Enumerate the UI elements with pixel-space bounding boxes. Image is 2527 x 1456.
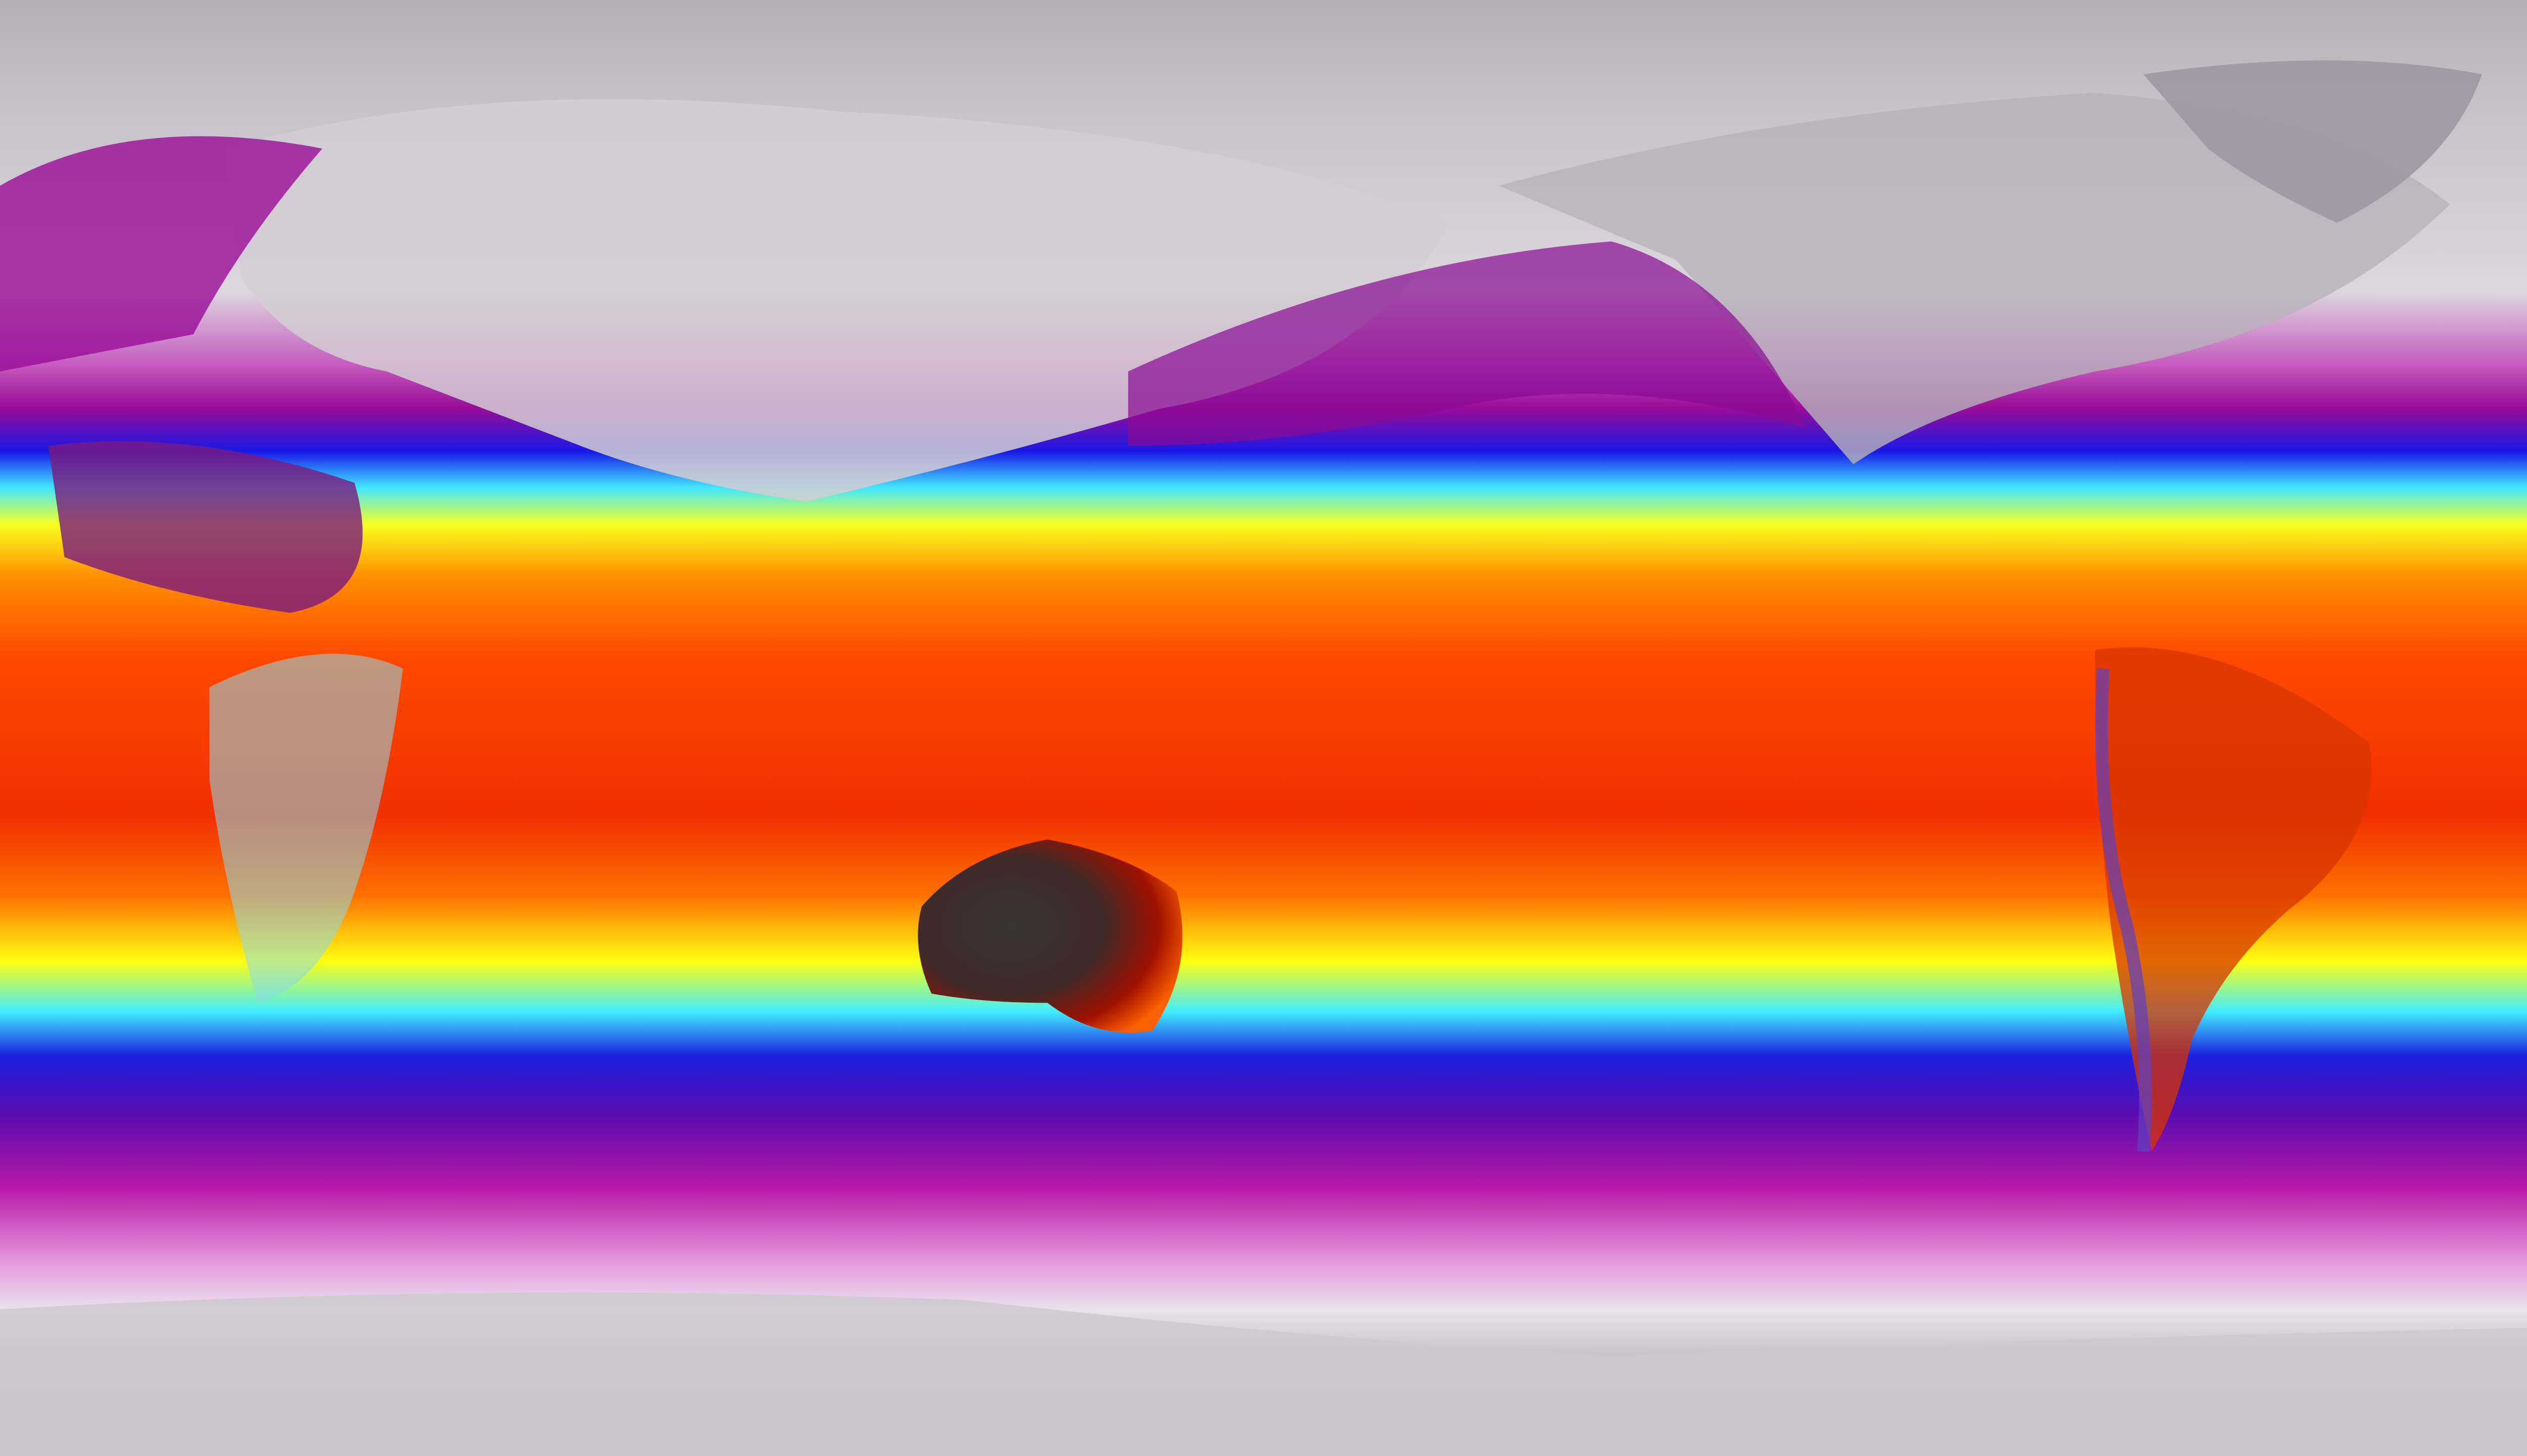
- antarctica-landmass: [0, 1292, 2527, 1456]
- greenland-landmass: [2143, 60, 2482, 223]
- north-america-landmass: [1499, 92, 2450, 464]
- south-america-landmass: [2095, 647, 2372, 1152]
- pacific-magenta-tongue: [1128, 241, 1805, 446]
- middle-east-region: [48, 441, 363, 613]
- africa-landmass: [209, 653, 403, 1003]
- arctic-magenta-band: [0, 136, 322, 371]
- australia-landmass: [918, 839, 1183, 1033]
- andes-mountains: [2095, 668, 2152, 1152]
